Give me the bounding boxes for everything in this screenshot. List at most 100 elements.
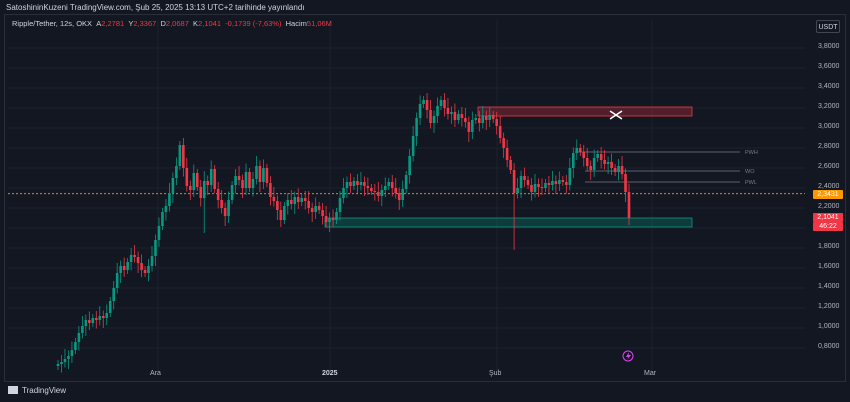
- candle-body: [627, 192, 631, 218]
- candle-body: [119, 266, 122, 273]
- chart-frame[interactable]: [4, 14, 846, 382]
- symbol-legend: Ripple/Tether, 12s, OKX A2,2781 Y2,3367 …: [12, 19, 332, 28]
- candle-body: [467, 122, 471, 132]
- open-label: A: [96, 19, 102, 28]
- candle-body: [589, 166, 593, 170]
- candle-body: [133, 255, 136, 257]
- candle-body: [349, 182, 352, 186]
- candle-body: [115, 273, 119, 288]
- support-zone: [324, 217, 693, 228]
- candle-body: [460, 114, 464, 118]
- candle-body: [230, 185, 234, 200]
- open-value: 2,2781: [101, 19, 125, 28]
- candle-body: [88, 320, 91, 323]
- price-tick-label: 0,8000: [818, 343, 840, 350]
- symbol-title: Ripple/Tether, 12s, OKX: [12, 19, 93, 28]
- price-tick-label: 3,8000: [818, 43, 840, 50]
- candle-body: [352, 181, 356, 186]
- candle-body: [70, 350, 74, 356]
- candle-body: [585, 158, 589, 166]
- candle-body: [404, 175, 408, 189]
- candle-body: [182, 145, 185, 168]
- candle-body: [568, 168, 572, 185]
- candle-body: [220, 200, 223, 208]
- candle-body: [387, 182, 391, 186]
- candle-body: [265, 168, 269, 183]
- candle-body: [77, 333, 81, 342]
- candle-body: [154, 240, 157, 256]
- candle-body: [296, 197, 300, 202]
- candle-body: [505, 148, 509, 160]
- brand-label: TradingView: [22, 386, 67, 395]
- candle-body: [502, 138, 505, 148]
- candle-body: [199, 187, 203, 198]
- candle-body: [122, 266, 126, 270]
- candle-body: [289, 200, 293, 204]
- candle-body: [370, 188, 373, 191]
- candle-body: [439, 100, 443, 106]
- candle-body: [578, 148, 582, 152]
- candle-body: [171, 178, 175, 193]
- currency-button[interactable]: USDT: [816, 20, 840, 33]
- price-tick-label: 1,0000: [818, 323, 840, 330]
- candle-body: [488, 115, 492, 120]
- candle-body: [558, 180, 561, 184]
- candle-body: [81, 326, 84, 333]
- candle-body: [418, 104, 422, 118]
- candle-body: [272, 197, 276, 201]
- candle-body: [491, 115, 495, 119]
- candle-body: [237, 176, 241, 180]
- candle-body: [394, 188, 398, 193]
- candle-body: [484, 116, 488, 120]
- wo-level-label: WO: [745, 169, 755, 175]
- price-tick-label: 1,6000: [818, 263, 840, 270]
- time-tick-label: Mar: [644, 370, 657, 377]
- price-tick-label: 1,4000: [818, 283, 840, 290]
- candle-body: [397, 193, 401, 200]
- candle-body: [63, 359, 67, 362]
- candle-body: [530, 185, 533, 192]
- candle-body: [603, 160, 606, 164]
- candle-body: [279, 210, 283, 220]
- candle-body: [383, 186, 387, 190]
- candle-body: [533, 184, 537, 192]
- candle-body: [610, 162, 613, 168]
- candle-body: [342, 188, 345, 198]
- tradingview-brand[interactable]: TradingView: [8, 386, 66, 395]
- candle-body: [56, 364, 60, 366]
- price-tick-label: 1,2000: [818, 303, 840, 310]
- candle-body: [248, 172, 251, 188]
- candle-body: [314, 206, 317, 212]
- time-tick-label: Şub: [489, 370, 502, 377]
- candle-body: [293, 197, 297, 204]
- candle-body: [415, 118, 418, 136]
- candle-body: [606, 162, 610, 164]
- candle-body: [185, 168, 189, 186]
- price-tick-label: 3,0000: [818, 123, 840, 130]
- candle-body: [258, 166, 262, 182]
- candle-body: [129, 255, 133, 262]
- close-value: 2,1041: [198, 19, 222, 28]
- candle-body: [216, 189, 220, 200]
- candle-body: [565, 182, 568, 185]
- candle-body: [324, 216, 328, 222]
- candle-body: [60, 362, 63, 364]
- candle-body: [251, 179, 255, 188]
- time-tick-label: 2025: [322, 370, 338, 377]
- price-tick-label: 2,6000: [818, 163, 840, 170]
- candle-body: [255, 166, 258, 179]
- candle-body: [373, 191, 377, 192]
- candle-body: [74, 342, 77, 350]
- price-tick-label: 3,2000: [818, 103, 840, 110]
- candle-body: [575, 148, 579, 153]
- candle-body: [150, 256, 154, 266]
- candle-body: [310, 208, 314, 212]
- candle-body: [401, 189, 404, 200]
- candle-body: [67, 356, 70, 359]
- candle-body: [206, 181, 210, 185]
- candle-body: [143, 270, 147, 273]
- candle-body: [227, 200, 230, 216]
- candle-body: [108, 301, 112, 313]
- candle-body: [321, 210, 324, 216]
